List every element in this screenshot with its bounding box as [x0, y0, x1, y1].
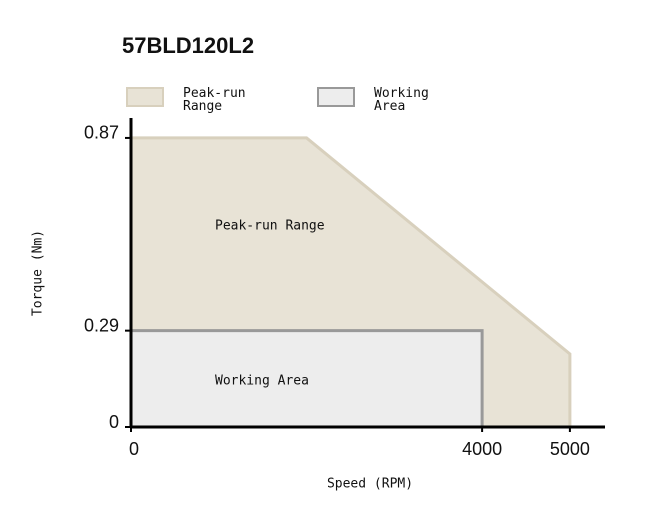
y-axis-label: Torque (Nm): [31, 230, 46, 316]
x-tick-label: 5000: [550, 439, 590, 459]
chart-title: 57BLD120L2: [122, 33, 254, 58]
legend-swatch: [126, 87, 164, 107]
x-axis-label: Speed (RPM): [327, 477, 413, 492]
area-outline: [131, 329, 484, 427]
y-tick-label: 0: [109, 412, 119, 432]
y-tick-label: 0.87: [84, 123, 119, 143]
area-label: Working Area: [215, 374, 309, 389]
area-label: Peak-run Range: [215, 219, 325, 234]
area-outline: [131, 136, 572, 427]
area: [131, 330, 483, 427]
legend-label: Working Area: [374, 86, 429, 114]
legend-swatch: [317, 87, 355, 107]
y-tick-label: 0.29: [84, 315, 119, 335]
x-tick-label: 4000: [462, 439, 502, 459]
x-tick-label: 0: [129, 439, 139, 459]
legend-label: Peak-run Range: [183, 86, 246, 114]
